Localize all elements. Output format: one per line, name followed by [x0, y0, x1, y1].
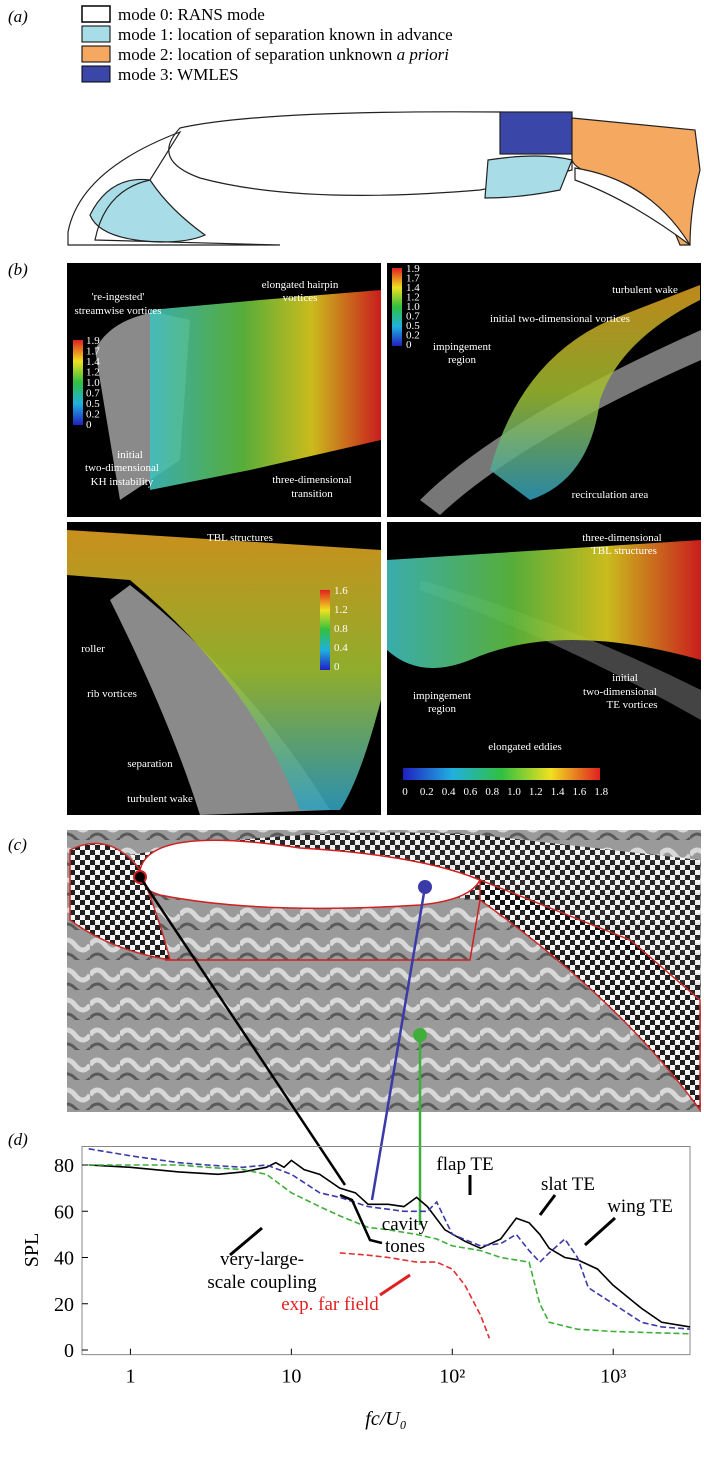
colorbar-label: 0 — [86, 419, 92, 431]
panel-label: (c) — [8, 835, 27, 854]
colorbar-label: 0.8 — [485, 786, 499, 798]
annotation: region — [448, 354, 477, 366]
colorbar-label: 0 — [334, 661, 340, 673]
colorbar-label: 1.8 — [594, 786, 608, 798]
annotation: KH instability — [91, 476, 154, 488]
legend-swatch — [82, 26, 110, 42]
annotation: roller — [81, 643, 105, 655]
annotation: two-dimensional — [583, 686, 657, 698]
annotation: initial — [612, 672, 638, 684]
legend-text: mode 3: WMLES — [118, 65, 239, 84]
x-tick-label: 1 — [125, 1366, 135, 1388]
schlieren-image — [67, 830, 701, 1112]
annotation: separation — [127, 758, 173, 770]
arrow — [380, 1275, 410, 1295]
colorbar-label: 0.4 — [442, 786, 456, 798]
y-tick-label: 20 — [54, 1294, 74, 1316]
colorbar-label: 1.2 — [529, 786, 543, 798]
render-bottom-right — [387, 522, 701, 815]
legend-swatch — [82, 66, 110, 82]
annotation: two-dimensional — [85, 462, 159, 474]
legend-swatch — [82, 46, 110, 62]
annotation: scale coupling — [207, 1272, 317, 1293]
airfoil-diagram — [68, 112, 700, 245]
annotation: region — [428, 703, 457, 715]
legend-text: mode 0: RANS mode — [118, 5, 265, 24]
arrow — [585, 1218, 615, 1245]
arrow — [540, 1195, 555, 1215]
annotation: 're-ingested' — [92, 291, 145, 303]
annotation: flap TE — [436, 1154, 493, 1175]
render-top-right — [387, 263, 701, 517]
panel-label: (a) — [8, 7, 28, 26]
annotation: wing TE — [607, 1196, 673, 1217]
annotation: three-dimensional — [582, 532, 661, 544]
annotation: streamwise vortices — [74, 305, 161, 317]
legend-text: mode 2: location of separation unknown a… — [118, 45, 449, 64]
annotation: tones — [385, 1236, 425, 1257]
colorbar-label: 1.6 — [334, 585, 348, 597]
annotation: initial two-dimensional vortices — [490, 313, 630, 325]
legend-swatch — [82, 6, 110, 22]
annotation: TBL structures — [591, 545, 657, 557]
colorbar-label: 0.2 — [420, 786, 434, 798]
x-tick-label: 10 — [281, 1366, 301, 1388]
y-tick-label: 0 — [64, 1340, 74, 1362]
colorbar-label: 1.4 — [551, 786, 565, 798]
x-tick-label: 10² — [439, 1366, 465, 1388]
y-tick-label: 40 — [54, 1248, 74, 1270]
x-axis-label: fc/U₀ — [365, 1408, 406, 1430]
legend-text: mode 1: location of separation known in … — [118, 25, 453, 44]
annotation: cavity — [382, 1214, 429, 1235]
annotation: elongated hairpin — [262, 279, 339, 291]
spectrum-chart: 0 20 40 60 80 1 10 10² 10³ fc/U₀ SPL flap TE slat TE… — [21, 1147, 690, 1431]
x-tick-label: 10³ — [600, 1366, 626, 1388]
y-tick-label: 60 — [54, 1201, 74, 1223]
colorbar-label: 0 — [402, 786, 408, 798]
annotation: transition — [291, 488, 333, 500]
y-tick-label: 80 — [54, 1155, 74, 1177]
annotation: vortices — [283, 292, 318, 304]
colorbar-label: 0.8 — [334, 623, 348, 635]
annotation: elongated eddies — [488, 741, 562, 753]
colorbar-label: 0.4 — [334, 642, 348, 654]
annotation: impingement — [433, 341, 491, 353]
colorbar-label: 0.6 — [464, 786, 478, 798]
annotation: TBL structures — [207, 532, 273, 544]
panel-label: (d) — [8, 1130, 28, 1149]
panel-label: (b) — [8, 260, 28, 279]
colorbar-label: 1.2 — [334, 604, 348, 616]
annotation: three-dimensional — [272, 474, 351, 486]
colorbar-label: 1.6 — [573, 786, 587, 798]
figure: (a) mode 0: RANS mode mode 1: location o… — [0, 0, 704, 1458]
colorbar-label: 0 — [406, 339, 412, 351]
annotation: TE vortices — [606, 699, 657, 711]
annotation: turbulent wake — [127, 793, 193, 805]
annotation: slat TE — [541, 1174, 595, 1195]
annotation: rib vortices — [87, 688, 137, 700]
annotation: initial — [117, 449, 143, 461]
y-axis-label: SPL — [21, 1233, 43, 1267]
annotation: impingement — [413, 690, 471, 702]
annotation: exp. far field — [281, 1294, 379, 1315]
annotation: turbulent wake — [612, 284, 678, 296]
colorbar-label: 1.0 — [507, 786, 521, 798]
annotation: recirculation area — [572, 489, 649, 501]
